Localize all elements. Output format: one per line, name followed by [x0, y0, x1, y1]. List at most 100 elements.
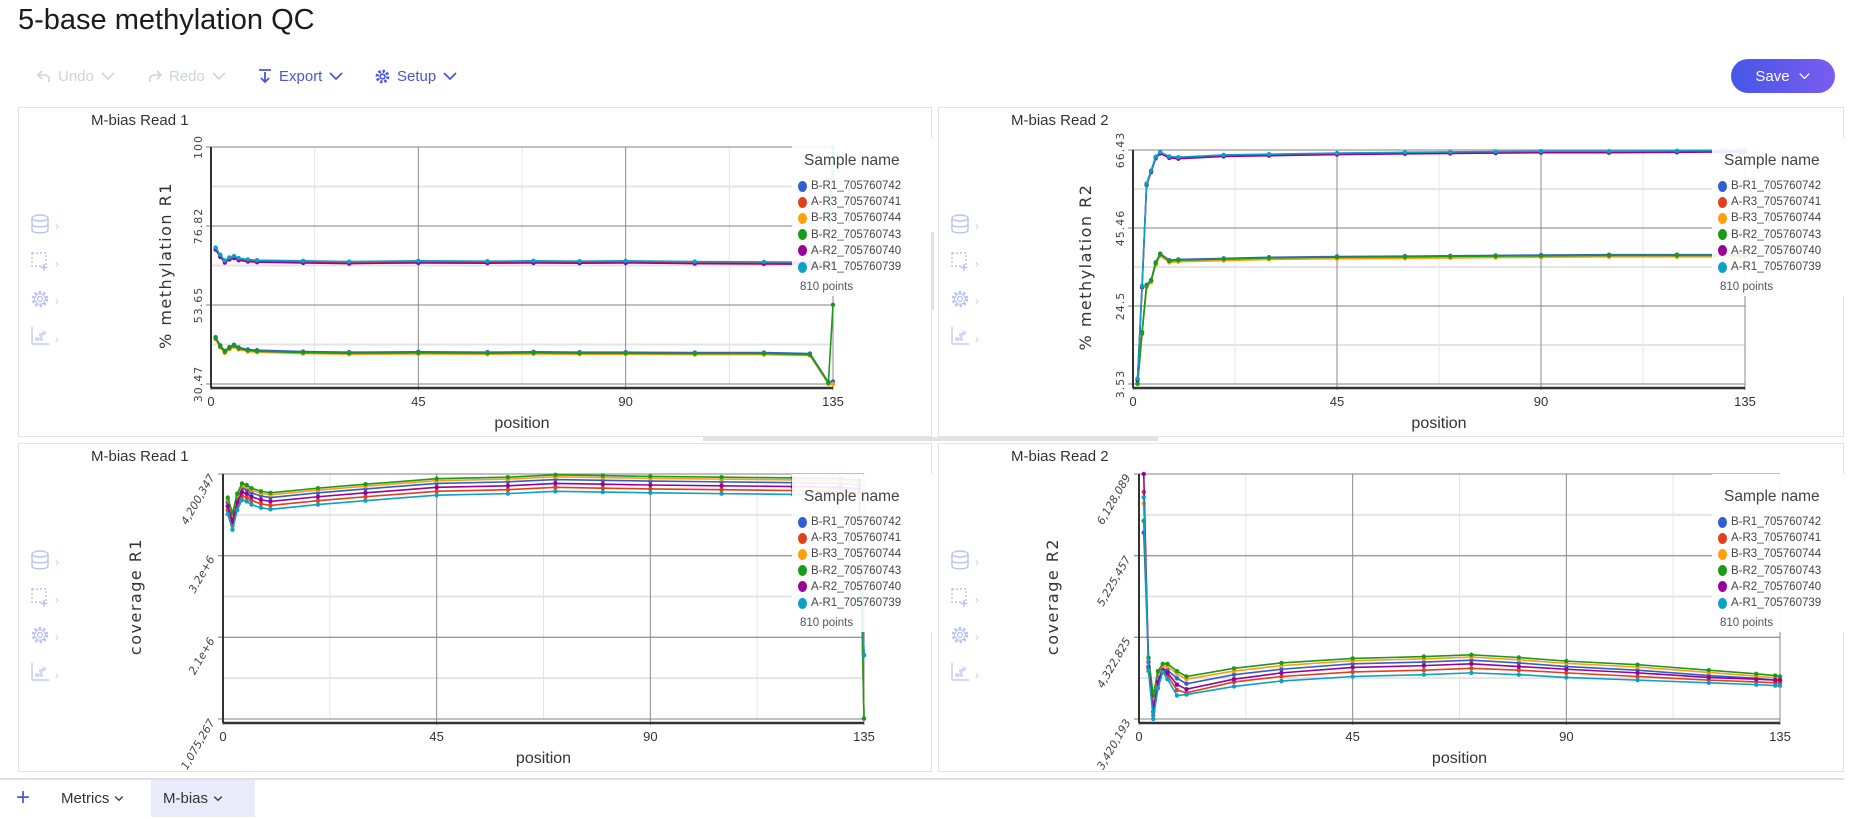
sidebar-button-database[interactable]: › [29, 549, 69, 575]
legend-item[interactable]: A-R2_705760740 [798, 581, 901, 593]
legend-color-dot [1718, 261, 1727, 273]
legend-item[interactable]: B-R2_705760743 [798, 229, 901, 241]
panel-splitter-horizontal[interactable] [703, 437, 1158, 441]
legend-item[interactable]: A-R1_705760739 [1718, 597, 1821, 609]
sidebar-button-select-add[interactable]: › [949, 587, 989, 613]
sidebar-button-database[interactable]: › [949, 213, 989, 239]
tab-m-bias[interactable]: M-bias [151, 780, 255, 817]
y-tick-label: 66.43 [1114, 132, 1127, 169]
data-point [1174, 676, 1180, 681]
data-point [1469, 670, 1474, 676]
sidebar-button-gear[interactable]: › [29, 288, 69, 314]
data-point [1167, 154, 1172, 159]
gear-icon [29, 624, 51, 651]
legend-item[interactable]: B-R2_705760743 [1718, 229, 1821, 241]
data-point [1706, 667, 1711, 673]
sidebar-button-scatter-chart[interactable]: › [949, 326, 989, 352]
legend-item[interactable]: A-R2_705760740 [1718, 245, 1821, 257]
export-button[interactable]: Export [257, 64, 344, 88]
legend-item[interactable]: B-R3_705760744 [798, 548, 901, 560]
series-line-B-R3_705760744 [1136, 254, 1745, 384]
legend-item[interactable]: A-R1_705760739 [1718, 261, 1821, 273]
legend-item[interactable]: A-R1_705760739 [798, 597, 901, 609]
chart-title: M-bias Read 1 [91, 448, 189, 465]
sidebar-button-gear[interactable]: › [29, 624, 69, 650]
tab-metrics[interactable]: Metrics [49, 780, 136, 817]
gear-icon [375, 69, 390, 83]
legend-label: A-R2_705760740 [1731, 244, 1822, 257]
data-point [1402, 254, 1408, 260]
data-point [1158, 252, 1163, 257]
chevron-down-icon [213, 796, 223, 802]
sidebar-button-select-add[interactable]: › [29, 251, 69, 277]
data-point [1231, 684, 1237, 689]
chevron-right-icon: › [975, 592, 979, 607]
legend-item[interactable]: B-R2_705760743 [1718, 565, 1821, 577]
sidebar-button-database[interactable]: › [949, 549, 989, 575]
undo-button[interactable]: Undo [36, 64, 116, 88]
sidebar-button-gear[interactable]: › [949, 288, 989, 314]
sidebar-button-database[interactable]: › [29, 213, 69, 239]
redo-button[interactable]: Redo [147, 64, 227, 88]
legend-item[interactable]: A-R3_705760741 [1718, 532, 1821, 544]
gear-icon [949, 288, 971, 315]
legend-item[interactable]: A-R3_705760741 [798, 196, 901, 208]
setup-button[interactable]: Setup [374, 64, 458, 88]
data-point [1155, 668, 1161, 674]
panel-splitter-vertical[interactable] [931, 232, 934, 310]
y-tick-label: 3.53 [1114, 370, 1127, 399]
legend-item[interactable]: B-R1_705760742 [798, 516, 901, 528]
data-point [1448, 254, 1453, 259]
legend-item[interactable]: A-R1_705760739 [798, 261, 901, 273]
data-point [719, 483, 724, 488]
data-point [1144, 283, 1149, 288]
legend-item[interactable]: B-R1_705760742 [1718, 180, 1821, 192]
chart-svg: 3,420,193 4,322,825 5,225,457 6,128,089 0 45 9… [1043, 471, 1791, 772]
chart-panel-coverage-r1: M-bias Read 1 › › › › 1,075,267 2.1e+6 3.2e+6 4,… [18, 443, 932, 772]
sidebar-button-scatter-chart[interactable]: › [29, 662, 69, 688]
data-point [1155, 686, 1161, 691]
legend-label: B-R1_705760742 [811, 516, 902, 528]
sidebar-button-gear[interactable]: › [949, 624, 989, 650]
y-tick-label: 4,200,347 [178, 472, 217, 527]
data-point [315, 494, 321, 499]
legend-item[interactable]: B-R3_705760744 [1718, 548, 1821, 560]
legend-item[interactable]: B-R1_705760742 [1718, 516, 1821, 528]
y-tick-label: 6,128,089 [1094, 472, 1133, 527]
chart-svg: 30.47 53.65 76.82 100 0 45 90 135 position % meth… [156, 135, 844, 432]
sidebar-button-select-add[interactable]: › [949, 251, 989, 277]
sidebar-button-scatter-chart[interactable]: › [949, 662, 989, 688]
legend-item[interactable]: B-R2_705760743 [798, 565, 901, 577]
data-point [719, 487, 724, 492]
sidebar-button-select-add[interactable]: › [29, 587, 69, 613]
legend-item[interactable]: A-R3_705760741 [1718, 196, 1821, 208]
legend-color-dot [798, 597, 807, 609]
data-point [1334, 255, 1340, 260]
data-point [1421, 659, 1427, 665]
legend-label: B-R2_705760743 [1731, 228, 1822, 241]
sidebar-button-scatter-chart[interactable]: › [29, 326, 69, 352]
y-tick-label: 24.5 [1114, 292, 1127, 321]
save-button[interactable]: Save [1731, 59, 1835, 93]
legend-item[interactable]: A-R2_705760740 [798, 245, 901, 257]
data-point [363, 482, 368, 487]
y-tick-label: 53.65 [192, 287, 205, 324]
data-point [719, 474, 724, 480]
legend-item[interactable]: B-R1_705760742 [798, 180, 901, 192]
add-tab-button[interactable]: + [16, 784, 31, 811]
data-point [235, 500, 240, 505]
legend-color-dot [798, 196, 807, 208]
data-point [227, 255, 232, 260]
data-point [1674, 253, 1680, 258]
legend-item[interactable]: A-R3_705760741 [798, 532, 901, 544]
legend-item[interactable]: B-R3_705760744 [798, 212, 901, 224]
data-point [258, 505, 264, 510]
legend-color-dot [798, 261, 807, 273]
data-point [1516, 664, 1522, 669]
scatter-chart-icon [949, 661, 971, 688]
data-point [1350, 656, 1355, 661]
legend-item[interactable]: A-R2_705760740 [1718, 581, 1821, 593]
legend-item[interactable]: B-R3_705760744 [1718, 212, 1821, 224]
data-point [531, 258, 536, 264]
data-point [1135, 376, 1140, 381]
